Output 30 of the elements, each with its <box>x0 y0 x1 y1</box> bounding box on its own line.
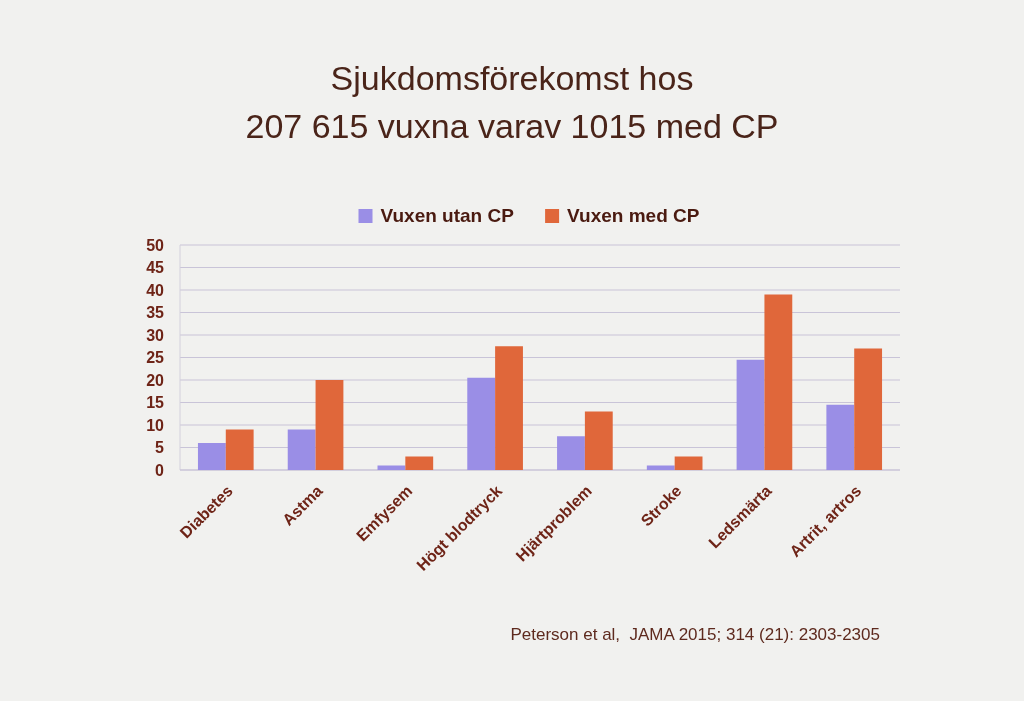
y-tick-label: 30 <box>146 326 165 344</box>
y-tick-label: 25 <box>146 349 165 367</box>
legend-label: Vuxen med CP <box>567 205 700 226</box>
bar <box>467 377 496 470</box>
y-tick-label: 50 <box>146 236 165 254</box>
bar <box>854 348 883 470</box>
bar <box>495 346 523 470</box>
bar <box>197 443 226 470</box>
bar <box>557 436 585 470</box>
bar <box>287 429 316 470</box>
y-tick-label: 0 <box>155 461 165 479</box>
bar <box>736 359 765 470</box>
bar <box>646 465 675 470</box>
bar <box>764 294 793 470</box>
bar <box>315 380 344 470</box>
y-tick-label: 35 <box>146 304 165 322</box>
chart-title: Sjukdomsförekomst hos 207 615 vuxna varav 1015 med CP <box>245 59 779 145</box>
bar <box>225 429 254 470</box>
bar <box>405 456 434 470</box>
y-tick-label: 40 <box>146 281 165 299</box>
text: Peterson et al, JAMA 2015; 314 (21): 2303-2305 <box>510 625 880 644</box>
y-tick-label: 15 <box>146 394 165 412</box>
y-tick-label: 45 <box>146 259 165 277</box>
y-tick-label: 5 <box>155 439 165 457</box>
bar <box>674 456 703 470</box>
legend-label: Vuxen utan CP <box>380 205 515 226</box>
bar <box>826 404 855 470</box>
y-tick-label: 10 <box>146 416 165 434</box>
y-tick-label: 20 <box>146 371 165 389</box>
bar <box>584 411 613 470</box>
